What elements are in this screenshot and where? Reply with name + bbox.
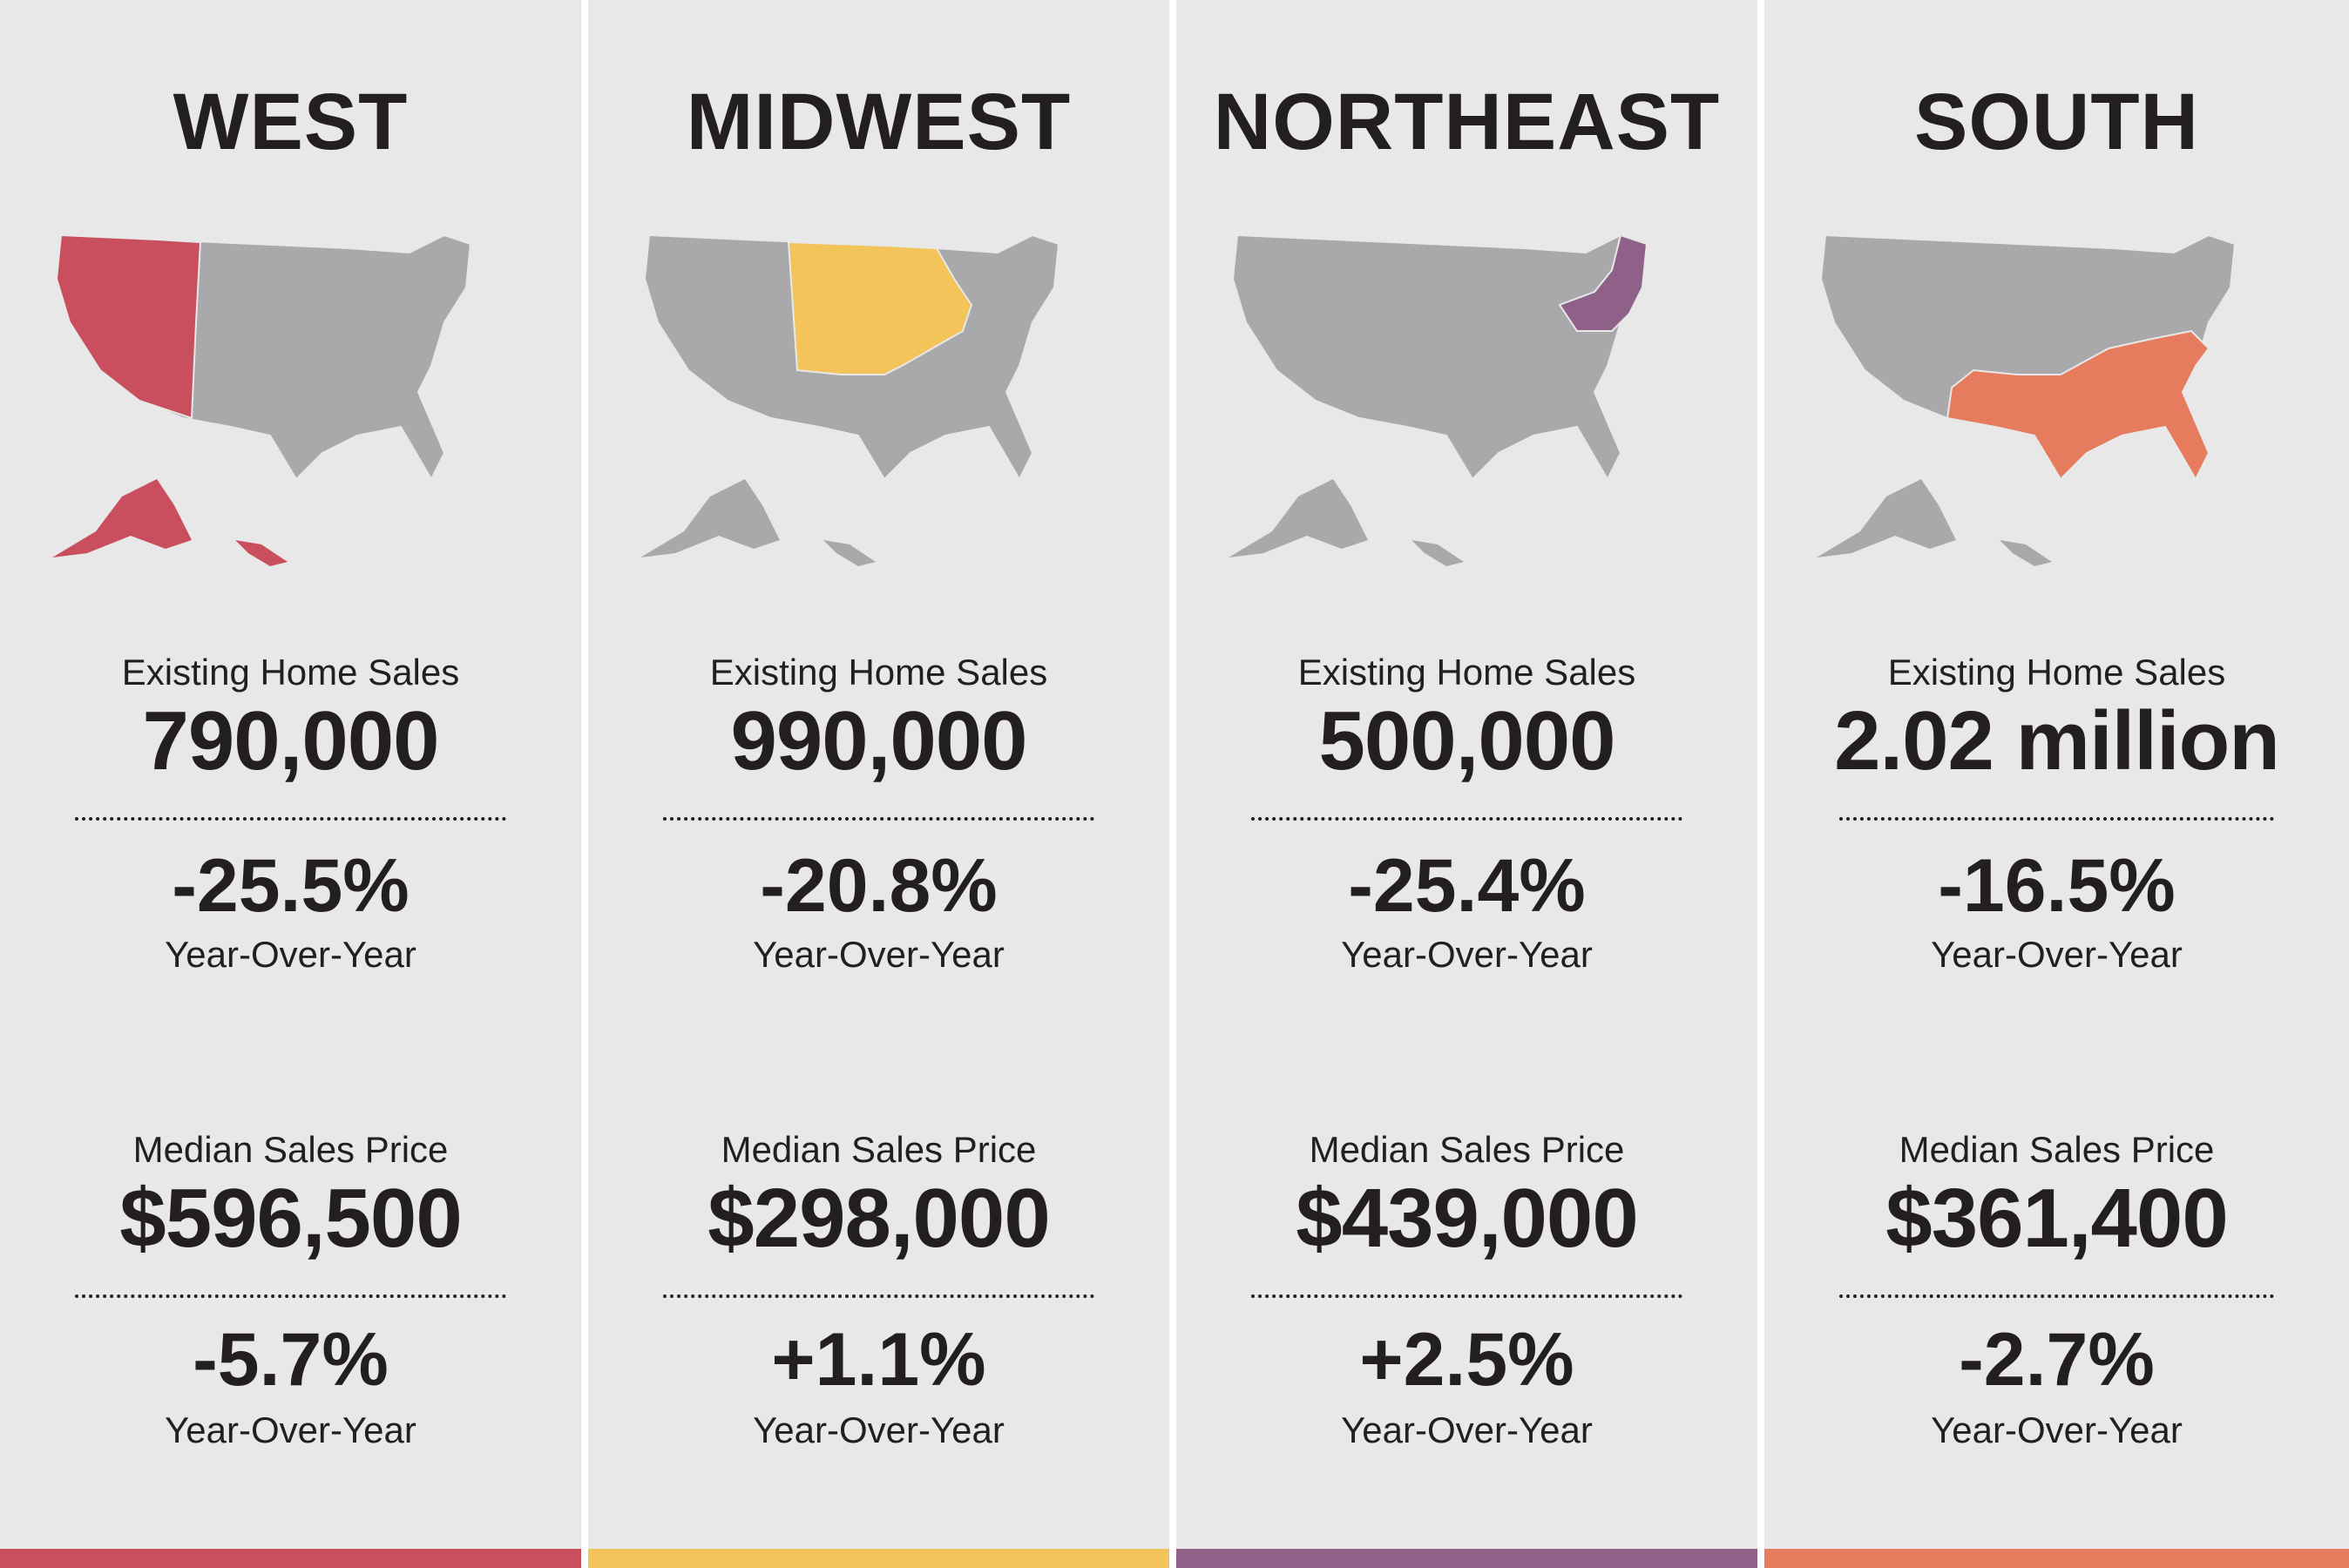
region-column-west: WEST Existing Home Sales 790,000 -25.5% …: [0, 0, 581, 1568]
sales-yoy-value: -20.8%: [760, 844, 998, 928]
sales-yoy-label: Year-Over-Year: [165, 934, 416, 975]
divider: [75, 817, 506, 821]
region-title: WEST: [173, 78, 409, 166]
us-map-icon: [640, 233, 1060, 566]
divider: [1839, 817, 2274, 821]
sales-label: Existing Home Sales: [1297, 652, 1636, 693]
sales-yoy-value: -16.5%: [1938, 844, 2176, 928]
sales-value: 790,000: [142, 694, 439, 787]
price-value: $439,000: [1296, 1172, 1638, 1265]
region-column-northeast: NORTHEAST Existing Home Sales 500,000 -2…: [1176, 0, 1757, 1568]
us-map-icon: [1817, 233, 2237, 566]
price-value: $361,400: [1885, 1172, 2228, 1265]
sales-label: Existing Home Sales: [121, 652, 460, 693]
divider: [75, 1294, 506, 1298]
us-map-icon: [1229, 233, 1648, 566]
price-label: Median Sales Price: [721, 1129, 1037, 1170]
sales-value: 2.02 million: [1834, 694, 2280, 787]
region-column-midwest: MIDWEST Existing Home Sales 990,000 -20.…: [588, 0, 1169, 1568]
price-value: $596,500: [119, 1172, 462, 1265]
sales-yoy-value: -25.5%: [172, 844, 410, 928]
accent-bar: [588, 1549, 1169, 1568]
us-map-icon: [52, 233, 472, 566]
sales-label: Existing Home Sales: [709, 652, 1048, 693]
region-title: SOUTH: [1914, 78, 2199, 166]
price-yoy-label: Year-Over-Year: [165, 1409, 416, 1450]
region-column-south: SOUTH Existing Home Sales 2.02 million -…: [1764, 0, 2349, 1568]
price-yoy-label: Year-Over-Year: [753, 1409, 1005, 1450]
sales-value: 500,000: [1318, 694, 1615, 787]
price-yoy-value: +1.1%: [771, 1318, 986, 1402]
divider: [663, 817, 1094, 821]
accent-bar: [1176, 1549, 1757, 1568]
accent-bar: [0, 1549, 581, 1568]
price-label: Median Sales Price: [132, 1129, 449, 1170]
price-yoy-value: -5.7%: [193, 1318, 389, 1402]
price-yoy-value: -2.7%: [1959, 1318, 2155, 1402]
sales-yoy-value: -25.4%: [1348, 844, 1586, 928]
price-label: Median Sales Price: [1309, 1129, 1625, 1170]
price-value: $298,000: [707, 1172, 1050, 1265]
sales-value: 990,000: [730, 694, 1027, 787]
divider: [1839, 1294, 2274, 1298]
divider: [663, 1294, 1094, 1298]
accent-bar: [1764, 1549, 2349, 1568]
divider: [1251, 1294, 1682, 1298]
price-label: Median Sales Price: [1899, 1129, 2215, 1170]
sales-yoy-label: Year-Over-Year: [753, 934, 1005, 975]
price-yoy-label: Year-Over-Year: [1341, 1409, 1593, 1450]
divider: [1251, 817, 1682, 821]
sales-yoy-label: Year-Over-Year: [1341, 934, 1593, 975]
sales-yoy-label: Year-Over-Year: [1931, 934, 2183, 975]
region-title: MIDWEST: [686, 78, 1072, 166]
price-yoy-value: +2.5%: [1359, 1318, 1574, 1402]
region-title: NORTHEAST: [1213, 78, 1721, 166]
sales-label: Existing Home Sales: [1887, 652, 2226, 693]
price-yoy-label: Year-Over-Year: [1931, 1409, 2183, 1450]
